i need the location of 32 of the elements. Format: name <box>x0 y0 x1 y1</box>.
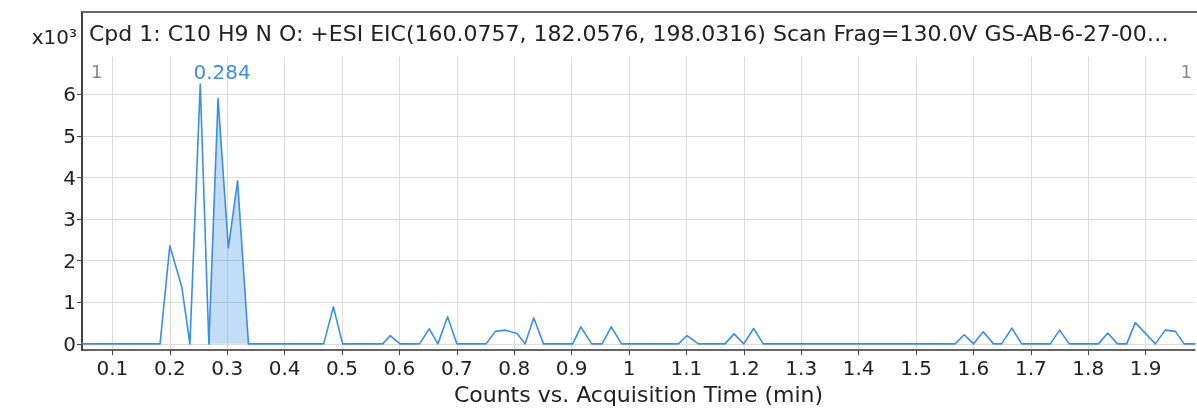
y-tick-label: 3 <box>63 207 76 232</box>
y-tick-label: 0 <box>63 331 76 356</box>
x-tick-label: 1.7 <box>1014 356 1047 381</box>
annotation: 0.284 <box>193 59 251 84</box>
y-tick-label: 5 <box>63 123 76 148</box>
x-tick-label: 1 <box>622 356 636 381</box>
x-tick-label: 0.2 <box>153 356 186 381</box>
x-tick-label: 1.6 <box>957 356 990 381</box>
x-tick-label: 0.3 <box>211 356 244 381</box>
annotation: 1 <box>1180 60 1192 82</box>
y-tick-label: 1 <box>63 290 76 315</box>
y-tick-label: 4 <box>63 165 76 190</box>
x-tick-label: 1.1 <box>670 356 703 381</box>
x-tick-label: 0.4 <box>268 356 301 381</box>
y-tick-label: 6 <box>63 82 76 107</box>
x-axis-title: Counts vs. Acquisition Time (min) <box>453 381 824 407</box>
y-tick-label: 2 <box>63 248 76 273</box>
annotation: 1 <box>91 60 103 82</box>
x-tick-label: 0.7 <box>440 356 473 381</box>
x-tick-label: 1.2 <box>727 356 760 381</box>
x-tick-label: 0.5 <box>326 356 358 381</box>
x-tick-label: 1.3 <box>785 356 818 381</box>
x-tick-label: 1.8 <box>1072 356 1105 381</box>
y-axis-title: x10³ <box>31 25 77 49</box>
x-tick-label: 0.6 <box>383 356 416 381</box>
chart-title: Cpd 1: C10 H9 N O: +ESI EIC(160.0757, 182.0576, 198.0316) Scan Frag=130.0V GS-AB-6-27-00… <box>89 20 1169 46</box>
x-tick-label: 0.9 <box>555 356 588 381</box>
x-tick-label: 1.5 <box>900 356 932 381</box>
x-tick-label: 0.1 <box>96 356 129 381</box>
x-tick-label: 1.9 <box>1129 356 1162 381</box>
x-tick-label: 0.8 <box>498 356 531 381</box>
x-tick-label: 1.4 <box>842 356 875 381</box>
